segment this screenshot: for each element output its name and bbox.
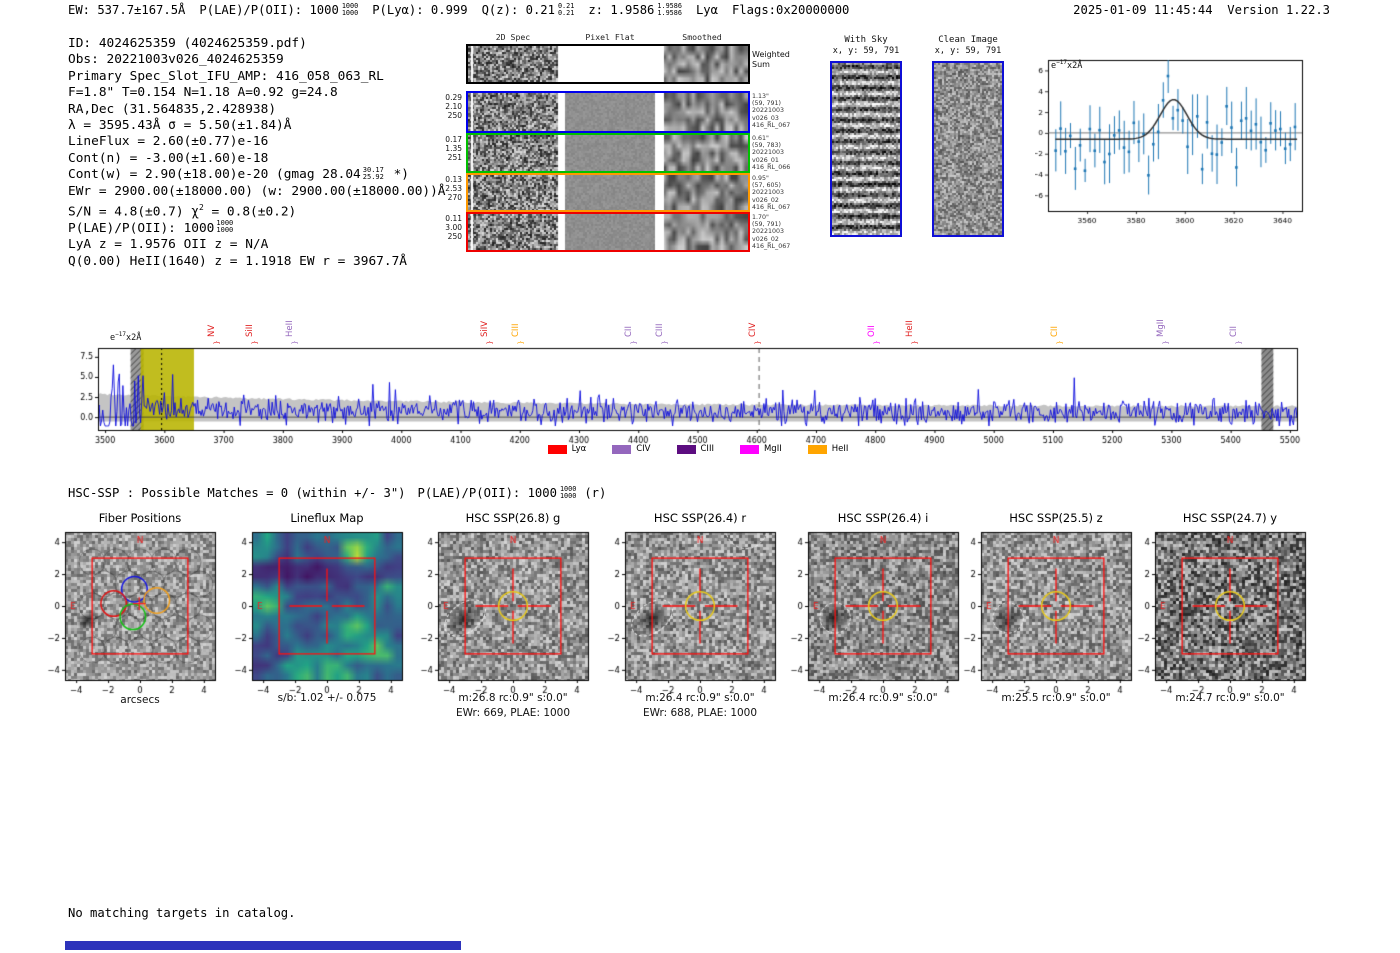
info-line-slot: Primary Spec_Slot_IFU_AMP: 416_058_063_R…: [68, 68, 384, 84]
legend-item-heii: HeII: [807, 444, 848, 454]
legend-item-ciii: CIII: [676, 444, 714, 454]
panel-caption-5: m:25.5 rc:0.9" s:0.0": [1001, 692, 1111, 704]
with-sky-xy: x, y: 59, 791: [832, 46, 900, 56]
info-line-plae: P(LAE)/P(OII): 1000 1000 1000: [68, 219, 234, 236]
footer-line-1: No matching targets in catalog.: [68, 906, 296, 920]
col-header-pixel-flat: Pixel Flat: [585, 32, 635, 42]
header-datetime-version: 2025-01-09 11:45:44 Version 1.22.3: [1073, 3, 1330, 17]
legend-swatch-ciii: [676, 444, 696, 454]
clean-image-xy: x, y: 59, 791: [934, 46, 1002, 56]
line-fit-zoom-plot: [1035, 46, 1335, 226]
info-line-sn-chi2: S/N = 4.8(±0.7) χ2 = 0.8(±0.2): [68, 203, 297, 220]
legend-swatch-lya: [547, 444, 567, 454]
panel-image-5: [946, 520, 1151, 720]
panel-caption-1: s/b: 1.02 +/- 0.075: [277, 692, 377, 704]
col-header-smoothed: Smoothed: [682, 32, 722, 42]
catalog-footer: No matching targets in catalog. Row inte…: [68, 875, 295, 953]
bottom-separator-bar: [65, 941, 461, 950]
line-legend: Lyα CIV CIII MgII HeII: [98, 444, 1298, 454]
weighted-sum-label: Weighted Sum: [752, 50, 790, 69]
legend-item-mgii: MgII: [739, 444, 782, 454]
row3-weights: 0.13 2.53 270: [445, 175, 462, 202]
header-stats-line: EW: 537.7±167.5Å P(LAE)/P(OII): 1000 1000 1…: [68, 1, 850, 17]
panel-caption2-3: EWr: 688, PLAE: 1000: [642, 707, 758, 719]
panel-caption-6: m:24.7 rc:0.9" s:0.0": [1175, 692, 1285, 704]
row3-annotation: 0.95" (57, 605) 20221003 v026_02 416_RL_067: [752, 175, 791, 211]
row1-annotation: 1.13" (59, 791) 20221003 v026_03 416_RL_067: [752, 93, 791, 129]
panel-image-4: [773, 520, 978, 720]
row4-weights: 0.11 3.00 250: [445, 214, 462, 241]
legend-item-civ: CIV: [612, 444, 651, 454]
panel-caption-2: m:26.8 rc:0.9" s:0.0": [458, 692, 568, 704]
col-header-2d-spec: 2D Spec: [495, 32, 531, 42]
panel-xlabel-0: arcsecs: [120, 694, 160, 706]
fiber-cutout-row-2: [466, 133, 750, 173]
info-line-lineflux: LineFlux = 2.60(±0.77)e-16: [68, 134, 269, 150]
report-datetime: 2025-01-09 11:45:44: [1073, 3, 1213, 17]
panel-image-6: [1120, 520, 1325, 720]
detection-info-block: ID: 4024625359 (4024625359.pdf) Obs: 202…: [68, 36, 446, 270]
with-sky-image: [830, 61, 902, 237]
panel-image-1: [217, 520, 422, 720]
with-sky-title: With Sky: [844, 35, 888, 45]
report-version: Version 1.22.3: [1227, 3, 1330, 17]
legend-swatch-heii: [807, 444, 827, 454]
info-line-redshifts: LyA z = 1.9576 OII z = N/A: [68, 237, 269, 253]
hsc-match-line: HSC-SSP : Possible Matches = 0 (within +…: [68, 484, 607, 500]
panel-caption2-2: EWr: 669, PLAE: 1000: [455, 707, 571, 719]
info-line-ewr: EWr = 2900.00(±18000.00) (w: 2900.00(±18…: [68, 183, 446, 199]
legend-item-lya: Lyα: [547, 444, 586, 454]
row4-annotation: 1.70" (59, 791) 20221003 v026_02 416_RL_067: [752, 214, 791, 250]
panel-image-2: [403, 520, 608, 720]
full-spectrum-plot: [60, 335, 1310, 460]
clean-image-title: Clean Image: [938, 35, 998, 45]
info-line-cont-n: Cont(n) = -3.00(±1.60)e-18: [68, 150, 269, 166]
legend-swatch-mgii: [739, 444, 759, 454]
legend-swatch-civ: [612, 444, 632, 454]
info-line-wavelength: λ = 3595.43Å σ = 5.50(±1.84)Å: [68, 118, 292, 134]
row2-weights: 0.17 1.35 251: [445, 135, 462, 162]
row1-weights: 0.29 2.10 250: [445, 93, 462, 120]
clean-image: [932, 61, 1004, 237]
zoom-plot-units-label: e−17x2Å: [1051, 59, 1083, 71]
fiber-cutout-row-1: [466, 91, 750, 133]
info-line-id: ID: 4024625359 (4024625359.pdf): [68, 36, 307, 51]
fiber-cutout-row-3: [466, 173, 750, 212]
info-line-radec: RA,Dec (31.564835,2.428938): [68, 101, 277, 117]
panel-image-0: [30, 520, 235, 720]
row2-annotation: 0.61" (59, 783) 20221003 v026_01 416_RL_066: [752, 135, 791, 171]
info-line-q-heii: Q(0.00) HeII(1640) z = 1.1918 EW r = 396…: [68, 253, 407, 269]
info-line-obs: Obs: 20221003v026_4024625359: [68, 52, 284, 68]
panel-caption-4: m:26.4 rc:0.9" s:0.0": [828, 692, 938, 704]
info-line-seeing: F=1.8" T=0.154 N=1.18 A=0.92 g=24.8: [68, 85, 338, 101]
info-line-cont-w: Cont(w) = 2.90(±18.00)e-20 (gmag 28.04 30…: [68, 165, 409, 183]
panel-caption-3: m:26.4 rc:0.9" s:0.0": [645, 692, 755, 704]
panel-image-3: [590, 520, 795, 720]
weighted-sum-row: [466, 44, 750, 84]
main-plot-units-label: e−17x2Å: [110, 331, 142, 343]
fiber-cutout-row-4: [466, 212, 750, 252]
